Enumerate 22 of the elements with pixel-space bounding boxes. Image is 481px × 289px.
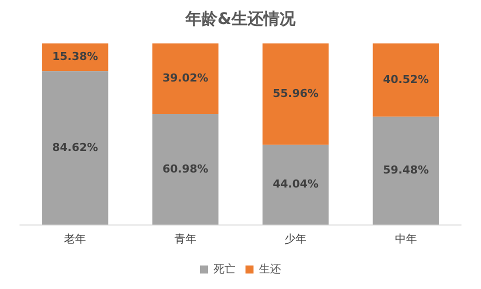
x-tick-label: 青年 [174, 232, 196, 246]
data-label: 40.52% [382, 72, 429, 86]
legend-label: 生还 [259, 262, 281, 276]
bar [372, 116, 439, 225]
bar [262, 43, 329, 145]
data-label: 59.48% [382, 164, 429, 177]
bar [152, 43, 218, 114]
legend-label: 死亡 [214, 262, 236, 276]
x-tick-label: 老年 [64, 232, 86, 246]
data-label: 44.04% [272, 178, 319, 191]
bar [372, 43, 439, 117]
chart-title: 年龄&生还情况 [184, 8, 296, 28]
x-tick-label: 中年 [394, 232, 417, 246]
x-tick-label: 少年 [284, 232, 307, 246]
data-label: 60.98% [162, 162, 208, 176]
data-label: 55.96% [272, 86, 319, 100]
data-label: 15.38% [52, 50, 98, 64]
data-label: 39.02% [162, 71, 208, 84]
bar [262, 144, 329, 225]
data-label: 84.62% [52, 140, 98, 154]
bar [42, 71, 108, 225]
bar [152, 114, 218, 225]
